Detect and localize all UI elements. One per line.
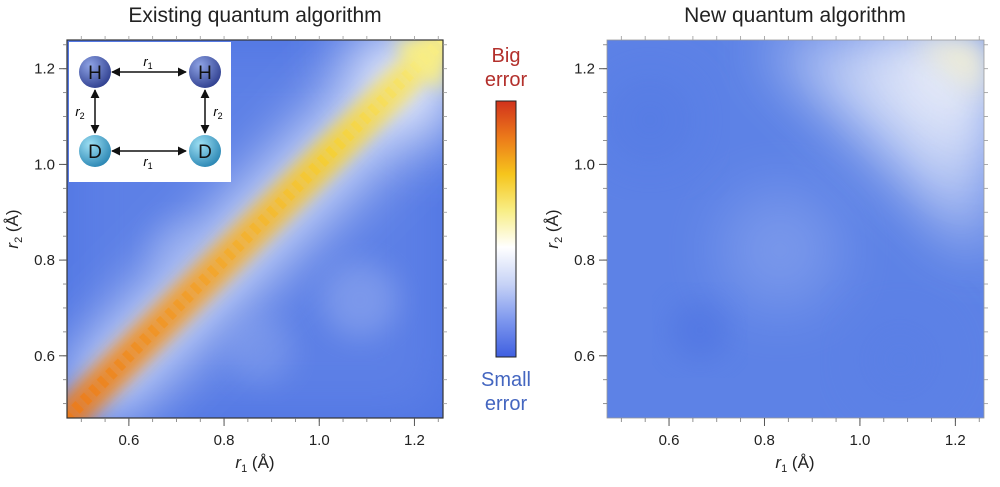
colorbar-top-label-line1: Big [492,45,521,67]
x-tick-label: 1.2 [404,432,425,449]
left-y-axis-label: r2 (Å) [3,209,25,248]
colorbar-legend: Big error Small error [481,45,531,415]
colorbar-bottom-label-line1: Small [481,369,531,391]
atom-h-right: H [189,56,221,88]
x-tick-label: 0.6 [659,432,680,449]
x-tick-label: 0.6 [118,432,139,449]
right-plot-frame [606,39,985,419]
y-tick-label: 0.8 [34,252,55,269]
y-tick-label: 0.8 [574,252,595,269]
right-y-axis-label: r2 (Å) [543,209,565,248]
left-panel-title: Existing quantum algorithm [128,4,381,27]
left-panel: Existing quantum algorithm 0.6 0.8 1.0 1.20… [3,4,447,475]
right-panel-title: New quantum algorithm [684,4,906,27]
svg-text:H: H [88,63,102,84]
y-tick-label: 1.0 [574,156,595,173]
y-tick-label: 0.6 [34,348,55,365]
svg-text:D: D [88,142,102,163]
svg-text:D: D [198,142,212,163]
right-heatmap [607,40,984,418]
colorbar [495,100,517,358]
inset-molecule-diagram: r1 r2 r2 r1 H H D D [69,42,231,182]
bond-label-bottom: r1 [143,154,152,171]
y-tick-label: 1.0 [34,156,55,173]
x-tick-label: 0.8 [214,432,235,449]
bond-label-left: r2 [75,104,84,121]
right-panel: New quantum algorithm 0.6 0.8 1.0 1.2 0.6 0.8… [543,4,988,475]
left-axis-ticks: 0.6 0.8 1.0 1.2 0.6 0.8 1.0 1.2 [34,36,447,449]
colorbar-top-label-line2: error [485,69,528,91]
left-x-axis-label: r1 (Å) [235,453,274,475]
right-axis-ticks: 0.6 0.8 1.0 1.2 0.6 0.8 1.0 1.2 [574,36,988,449]
atom-d-left: D [79,135,111,167]
x-tick-label: 1.0 [309,432,330,449]
bond-label-right: r2 [213,104,222,121]
left-heatmap [67,40,443,418]
atom-h-left: H [79,56,111,88]
x-tick-label: 1.0 [849,432,870,449]
bond-label-top: r1 [143,54,152,71]
left-plot-frame [66,39,444,419]
right-x-axis-label: r1 (Å) [775,453,814,475]
y-tick-label: 1.2 [574,61,595,78]
colorbar-bottom-label-line2: error [485,393,528,415]
x-tick-label: 1.2 [945,432,966,449]
x-tick-label: 0.8 [754,432,775,449]
y-tick-label: 0.6 [574,348,595,365]
svg-text:H: H [198,63,212,84]
atom-d-right: D [189,135,221,167]
y-tick-label: 1.2 [34,61,55,78]
